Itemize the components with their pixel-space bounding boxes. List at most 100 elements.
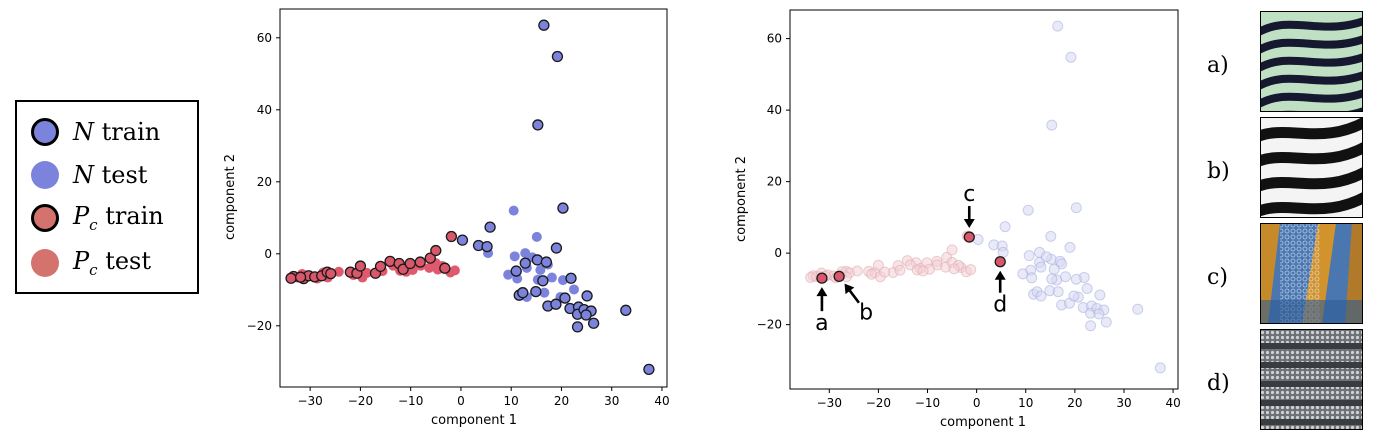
legend-marker-n-train bbox=[31, 118, 59, 146]
y-tick-label: 40 bbox=[767, 103, 782, 117]
x-tick-label: −20 bbox=[348, 394, 373, 408]
y-tick-label: 0 bbox=[774, 246, 782, 260]
scatter-point-n-test bbox=[546, 272, 557, 283]
scatter-point-n-train bbox=[580, 309, 592, 321]
highlighted-label-a: a bbox=[815, 311, 828, 336]
scatter-point-pc-train bbox=[294, 271, 307, 283]
highlighted-point-c bbox=[963, 231, 975, 243]
thumbnail-c-fish-scales-image bbox=[1260, 223, 1363, 324]
faded-point-n bbox=[1056, 258, 1068, 270]
scatter-point-n-train bbox=[484, 221, 496, 233]
y-tick-label: 60 bbox=[257, 31, 272, 45]
thumbnail-a-zebra-image bbox=[1260, 11, 1363, 112]
x-tick-label: 10 bbox=[504, 394, 519, 408]
scatter-point-pc-train bbox=[354, 260, 367, 272]
legend-word: test bbox=[101, 161, 148, 189]
scatter-point-n-train bbox=[551, 50, 564, 63]
faded-point-pc bbox=[948, 263, 960, 275]
scatter-point-pc-test bbox=[449, 265, 460, 276]
legend-entry-pc-train: Pc train bbox=[31, 198, 164, 238]
scatter-point-n-train bbox=[571, 321, 584, 333]
scatter-point-n-train bbox=[538, 19, 550, 31]
scatter-point-n-train bbox=[540, 256, 553, 268]
scatter-point-n-train bbox=[537, 275, 549, 287]
legend-symbol: N bbox=[73, 118, 94, 146]
highlighted-point-d bbox=[994, 256, 1006, 268]
scatter-point-pc-train bbox=[430, 244, 442, 257]
scatter-point-n-test bbox=[508, 205, 519, 216]
y-tick-label: 40 bbox=[257, 103, 272, 117]
faded-point-n bbox=[1052, 20, 1064, 32]
y-axis-label: component 2 bbox=[223, 154, 238, 240]
faded-point-pc bbox=[879, 266, 891, 278]
scatter-point-n-train bbox=[532, 119, 544, 131]
thumbnail-b-zebra-image bbox=[1260, 117, 1363, 218]
faded-point-n bbox=[1048, 263, 1060, 275]
y-tick-label: 20 bbox=[767, 175, 782, 189]
faded-point-pc bbox=[851, 265, 863, 277]
scatter-point-n-train bbox=[587, 317, 600, 329]
pointer-arrowhead-c bbox=[963, 219, 975, 229]
legend-symbol: P bbox=[73, 247, 90, 276]
y-tick-label: −20 bbox=[757, 318, 782, 332]
faded-point-pc bbox=[872, 259, 884, 271]
highlighted-label-c: c bbox=[963, 182, 975, 207]
scatter-point-n-train bbox=[456, 234, 469, 246]
faded-point-n bbox=[1081, 283, 1093, 295]
x-tick-label: −30 bbox=[817, 396, 842, 410]
y-tick-label: 20 bbox=[257, 175, 272, 189]
x-tick-label: 20 bbox=[554, 394, 569, 408]
scatter-point-n-train bbox=[519, 257, 531, 269]
faded-point-n bbox=[1094, 289, 1106, 301]
faded-point-n bbox=[1060, 271, 1072, 283]
legend-symbol: N bbox=[73, 161, 94, 189]
faded-point-n bbox=[1070, 202, 1082, 214]
scatter-point-pc-train bbox=[414, 256, 426, 268]
pointer-arrow-b bbox=[847, 288, 860, 304]
faded-point-n bbox=[1064, 241, 1076, 253]
faded-point-n bbox=[1035, 261, 1047, 273]
legend-marker-pc-train bbox=[31, 204, 59, 232]
legend-marker-pc-test bbox=[31, 249, 59, 277]
scatter-point-n-train bbox=[530, 285, 542, 298]
faded-point-n bbox=[997, 246, 1009, 258]
x-tick-label: −10 bbox=[915, 396, 940, 410]
faded-point-n bbox=[1085, 320, 1097, 332]
faded-point-n bbox=[1132, 303, 1144, 315]
y-tick-label: −20 bbox=[247, 319, 272, 333]
legend-entry-n-test: N test bbox=[31, 155, 147, 195]
faded-point-n bbox=[1065, 51, 1077, 63]
faded-point-n bbox=[1045, 230, 1057, 242]
x-tick-label: 30 bbox=[1116, 396, 1131, 410]
thumbnail-d-grey-scales-image bbox=[1260, 329, 1363, 430]
x-tick-label: 20 bbox=[1067, 396, 1082, 410]
scatter-point-n-test bbox=[531, 231, 542, 242]
faded-point-n bbox=[1154, 362, 1166, 374]
x-tick-label: −30 bbox=[297, 394, 322, 408]
plot-frame bbox=[279, 8, 668, 388]
faded-point-n bbox=[1093, 308, 1105, 320]
x-tick-label: −20 bbox=[866, 396, 891, 410]
legend: N train N test Pc train Pc test bbox=[15, 100, 199, 294]
scatter-point-n-train bbox=[581, 290, 593, 302]
x-axis-label: component 1 bbox=[940, 415, 1026, 430]
faded-point-n bbox=[1070, 273, 1082, 285]
faded-point-n bbox=[1035, 290, 1047, 302]
scatter-plot-highlighted: component 1 component 2 −30 −20 −10 0 10 20 30… bbox=[734, 9, 1181, 430]
x-tick-label: −10 bbox=[398, 394, 423, 408]
legend-subscript: c bbox=[89, 260, 98, 279]
faded-point-n bbox=[1022, 204, 1034, 216]
highlighted-label-b: b bbox=[859, 300, 873, 325]
legend-entry-pc-test: Pc test bbox=[31, 243, 151, 283]
legend-entry-n-train: N train bbox=[31, 112, 160, 152]
scatter-point-n-train bbox=[510, 265, 522, 277]
scatter-plot-all: component 1 component 2 −30 −20 −10 0 10 20 30… bbox=[223, 8, 670, 428]
faded-point-n bbox=[1052, 286, 1064, 298]
plot-frame bbox=[789, 9, 1179, 390]
x-tick-label: 30 bbox=[604, 394, 619, 408]
x-tick-label: 0 bbox=[973, 396, 981, 410]
pointer-arrowhead-d bbox=[994, 270, 1006, 280]
scatter-point-n-train bbox=[550, 298, 562, 310]
scatter-point-n-train bbox=[620, 304, 632, 316]
thumbnail-label-c: c) bbox=[1207, 265, 1228, 290]
